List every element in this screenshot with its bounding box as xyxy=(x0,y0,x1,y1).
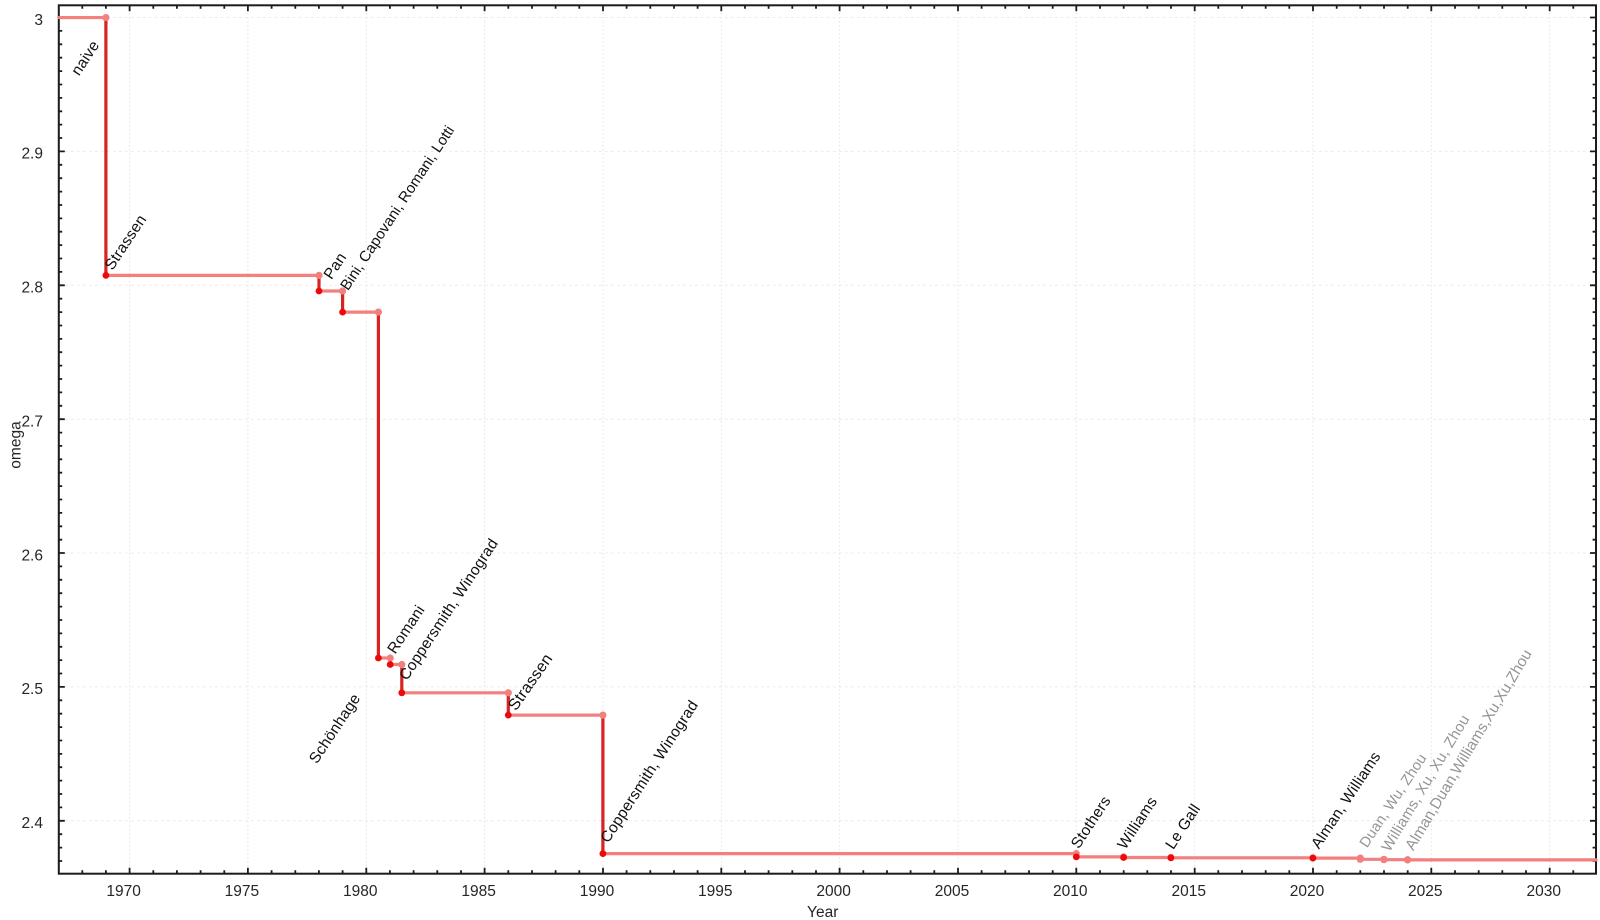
svg-text:2.7: 2.7 xyxy=(21,414,43,431)
svg-text:1970: 1970 xyxy=(106,883,141,900)
svg-text:2025: 2025 xyxy=(1408,883,1442,900)
svg-text:2.5: 2.5 xyxy=(21,681,43,698)
svg-text:2015: 2015 xyxy=(1171,883,1205,900)
svg-text:2.9: 2.9 xyxy=(21,146,43,163)
svg-text:1995: 1995 xyxy=(698,883,732,900)
svg-text:3: 3 xyxy=(34,12,43,29)
svg-text:2005: 2005 xyxy=(935,883,969,900)
svg-text:2030: 2030 xyxy=(1526,883,1561,900)
svg-text:2010: 2010 xyxy=(1053,883,1088,900)
svg-text:2.6: 2.6 xyxy=(21,547,43,564)
svg-text:1985: 1985 xyxy=(461,883,495,900)
svg-text:2020: 2020 xyxy=(1290,883,1325,900)
svg-text:1990: 1990 xyxy=(580,883,615,900)
svg-text:1980: 1980 xyxy=(343,883,378,900)
svg-text:2.4: 2.4 xyxy=(21,815,43,832)
svg-text:omega: omega xyxy=(8,421,25,469)
svg-text:1975: 1975 xyxy=(225,883,259,900)
svg-text:2.8: 2.8 xyxy=(21,280,43,297)
svg-text:Year: Year xyxy=(807,904,838,920)
svg-text:2000: 2000 xyxy=(816,883,851,900)
